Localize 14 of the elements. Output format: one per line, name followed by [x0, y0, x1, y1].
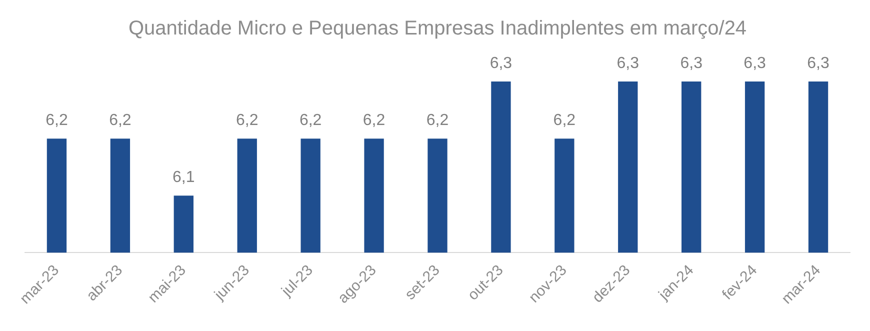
data-label: 6,3	[490, 54, 512, 72]
data-label: 6,2	[236, 112, 258, 129]
data-label: 6,2	[109, 112, 132, 129]
chart-title: Quantidade Micro e Pequenas Empresas Inadimplentes em março/24	[128, 18, 747, 40]
data-label: 6,3	[616, 54, 640, 72]
data-label: 6,3	[807, 54, 830, 72]
data-label: 6,2	[46, 112, 68, 129]
data-label: 6,3	[744, 54, 766, 72]
data-label: 6,2	[362, 112, 386, 129]
data-label: 6,2	[426, 112, 449, 129]
data-label: 6,2	[553, 112, 576, 129]
data-label: 6,1	[172, 169, 195, 186]
data-label: 6,2	[299, 112, 322, 129]
data-label: 6,3	[680, 54, 703, 72]
